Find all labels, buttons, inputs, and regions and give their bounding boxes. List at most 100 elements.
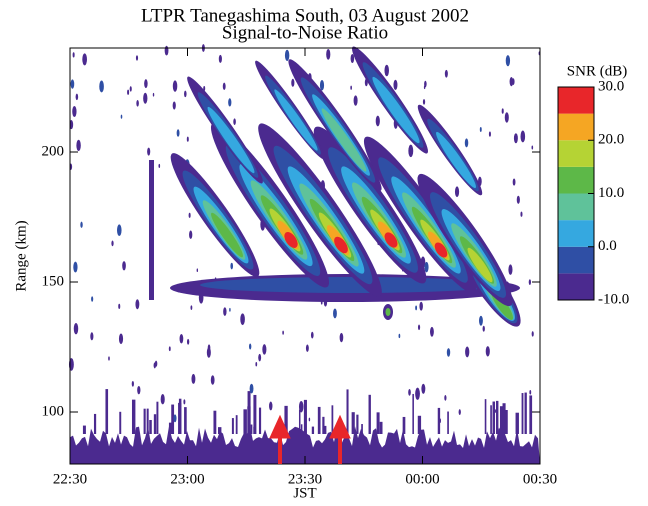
clutter-spike xyxy=(322,416,325,434)
echo-speck xyxy=(152,92,155,97)
echo-speck xyxy=(417,324,421,331)
colorbar-title: SNR (dB) xyxy=(567,63,627,79)
echo-speck xyxy=(408,144,414,158)
clutter-spike xyxy=(300,424,303,434)
clutter-spike xyxy=(156,401,159,434)
echo-speck xyxy=(153,362,156,369)
clutter-spike xyxy=(105,389,109,434)
echo-speck xyxy=(158,163,161,168)
clutter-spike xyxy=(323,425,327,434)
echo-speck xyxy=(319,79,325,91)
echo-speck xyxy=(485,346,490,357)
clutter-spike xyxy=(361,424,363,434)
echo-speck xyxy=(82,53,87,66)
echo-speck xyxy=(464,138,469,148)
chart-subtitle: Signal-to-Noise Ratio xyxy=(222,22,388,43)
echo-speck xyxy=(520,130,526,143)
colorbar-tick-label: 20.0 xyxy=(598,132,624,148)
echo-speck xyxy=(350,53,355,64)
clutter-spike xyxy=(492,401,496,434)
echo-speck xyxy=(393,79,398,90)
echo-contour xyxy=(211,212,243,258)
echo-speck xyxy=(444,395,447,401)
echo-speck xyxy=(282,330,284,335)
echo-speck xyxy=(398,333,401,339)
x-tick-label: 23:00 xyxy=(170,471,204,487)
echo-speck xyxy=(222,82,226,90)
echo-speck xyxy=(430,326,434,337)
echo-speck xyxy=(520,211,523,217)
clutter-spike xyxy=(484,399,487,434)
echo-speck xyxy=(284,49,290,62)
echo-speck xyxy=(184,90,187,98)
echo-speck xyxy=(415,387,420,400)
colorbar-band xyxy=(558,140,594,167)
clutter-spike xyxy=(250,424,253,434)
echo-speck xyxy=(206,347,211,358)
echo-speck xyxy=(136,100,139,107)
echo-speck xyxy=(176,129,180,137)
echo-contour xyxy=(467,247,493,283)
echo-speck xyxy=(147,147,151,156)
echo-speck xyxy=(99,80,104,93)
echo-speck xyxy=(479,127,482,132)
echo-speck xyxy=(255,361,258,367)
x-axis-label: JST xyxy=(293,485,316,501)
echo-speck xyxy=(117,224,122,237)
y-tick-label: 150 xyxy=(42,273,65,289)
echo-speck xyxy=(269,401,273,411)
echo-contour xyxy=(334,236,348,254)
echo-speck xyxy=(196,268,199,273)
echo-speck xyxy=(516,195,520,204)
clutter-spike xyxy=(504,410,508,434)
colorbar-tick-label: 0.0 xyxy=(598,238,617,254)
echo-speck xyxy=(131,380,134,387)
clutter-spike xyxy=(437,407,441,434)
echo-speck xyxy=(439,418,441,424)
echo-speck xyxy=(482,325,485,332)
echo-speck xyxy=(228,98,232,107)
clutter-spike xyxy=(356,414,359,434)
echo-speck xyxy=(172,80,178,92)
echo-contour xyxy=(274,89,318,151)
colorbar-band xyxy=(558,273,594,300)
clutter-spike xyxy=(311,426,315,434)
echo-speck xyxy=(118,303,121,309)
y-axis-label: Range (km) xyxy=(13,220,29,291)
echo-speck xyxy=(509,77,514,87)
echo-speck xyxy=(258,353,262,362)
echo-speck xyxy=(210,375,215,385)
clutter-spike xyxy=(143,408,146,434)
x-tick-label: 00:30 xyxy=(523,471,557,487)
clutter-spike xyxy=(529,395,533,434)
clutter-spike xyxy=(490,405,492,434)
echo-speck xyxy=(326,48,331,60)
clutter-spike xyxy=(499,406,504,434)
echo-speck xyxy=(384,64,389,77)
echo-speck xyxy=(375,115,380,127)
colorbar-band xyxy=(558,246,594,274)
echo-speck xyxy=(350,85,352,90)
echo-speck xyxy=(172,101,176,110)
echo-contour xyxy=(284,232,298,248)
clutter-spike xyxy=(119,411,122,434)
x-tick-label: 00:00 xyxy=(405,471,439,487)
echo-speck xyxy=(501,108,504,114)
x-tick-label: 22:30 xyxy=(53,471,87,487)
clutter-spike xyxy=(417,415,422,434)
echo-speck xyxy=(70,79,75,89)
echo-speck xyxy=(191,373,196,384)
echo-speck xyxy=(494,409,496,413)
arrow-head xyxy=(329,414,351,439)
echo-speck xyxy=(531,331,534,337)
echo-speck xyxy=(479,315,483,326)
y-tick-label: 100 xyxy=(42,403,65,419)
clutter-spike xyxy=(521,393,524,434)
y-tick-label: 200 xyxy=(42,143,65,159)
echo-speck xyxy=(127,89,130,95)
echo-speck xyxy=(353,95,358,106)
echo-speck xyxy=(240,313,245,326)
echo-speck xyxy=(291,78,295,87)
echo-speck xyxy=(422,98,426,105)
